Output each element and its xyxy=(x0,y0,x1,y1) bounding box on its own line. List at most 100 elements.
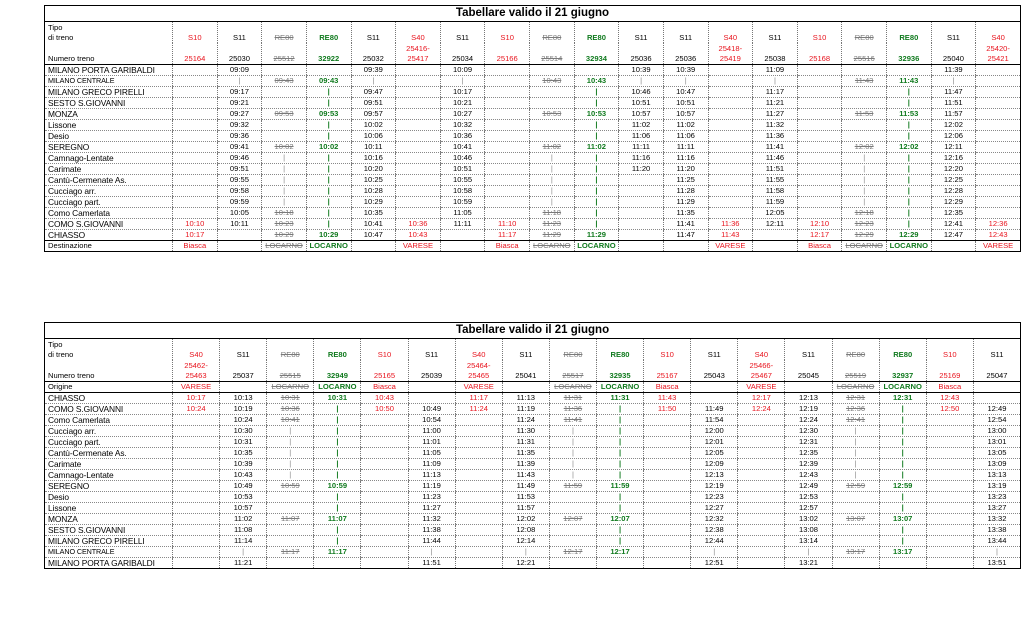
stop-name: CHIASSO xyxy=(44,229,173,241)
stop-time xyxy=(643,425,691,437)
stop-time: 12:17 xyxy=(595,546,644,558)
stop-time: 13:32 xyxy=(972,513,1021,525)
stop-time: | xyxy=(878,458,927,470)
stop-time: 11:27 xyxy=(752,108,798,120)
stop-time: 11:06 xyxy=(662,130,708,142)
stop-time xyxy=(360,469,409,481)
stop-time xyxy=(484,163,530,175)
stop-time xyxy=(360,557,409,569)
train-number-line: 32922 xyxy=(318,54,340,63)
stop-time: 10:57 xyxy=(662,108,708,120)
stop-time: 11:35 xyxy=(501,447,550,459)
origin-cell: LOCARNO xyxy=(831,381,880,393)
stop-time: | xyxy=(529,163,575,175)
train-type: S10 xyxy=(360,338,409,360)
stop-row: Cantù-Cermenate As. 09:55 | | 10:25 10:55 | | 11… xyxy=(44,174,1021,186)
stop-row: MONZA 09:27 09:53 09:53 09:57 10:27 10:53 10:53… xyxy=(44,108,1021,120)
stop-time: 13:17 xyxy=(831,546,880,558)
train-number-line: 25417 xyxy=(407,54,429,63)
stop-time: 13:07 xyxy=(831,513,880,525)
train-number-line: 25512 xyxy=(273,54,295,63)
table-title: Tabellare valido il 21 giugno xyxy=(44,5,1021,22)
train-number-line: 25420- xyxy=(986,44,1010,53)
stop-time xyxy=(395,185,441,197)
stop-time xyxy=(172,97,218,109)
stop-time: 11:43 xyxy=(886,75,932,87)
train-number: 25420- 25421 xyxy=(975,43,1021,65)
stop-time xyxy=(831,502,880,514)
stop-time xyxy=(737,535,785,547)
stop-time xyxy=(831,535,880,547)
stop-name: Cucciago part. xyxy=(44,196,173,208)
stop-time xyxy=(360,502,409,514)
stop-time: 13:19 xyxy=(972,480,1021,492)
stop-time: 09:53 xyxy=(305,108,351,120)
stop-time: | xyxy=(841,174,887,186)
stop-time xyxy=(643,491,691,503)
stop-time xyxy=(313,557,361,569)
train-number-line: 25036 xyxy=(675,54,697,63)
train-type: RE80 xyxy=(305,21,351,43)
stop-time: 12:30 xyxy=(784,425,833,437)
stop-time xyxy=(975,97,1021,109)
train-number: 25466- 25467 xyxy=(737,360,785,382)
stop-time: 12:29 xyxy=(930,196,976,208)
stop-time: 10:36 xyxy=(395,218,441,230)
stop-time xyxy=(643,535,691,547)
stop-time: 10:39 xyxy=(618,64,664,76)
stop-time: | xyxy=(548,447,597,459)
stop-time: | xyxy=(439,75,485,87)
stop-time: 11:02 xyxy=(529,141,575,153)
train-type-row: Tipo di treno S10 S11 RE80 RE80 S11 S40 S11 S10 RE… xyxy=(45,21,1021,43)
stop-row: CHIASSO 10:17 10:29 10:29 10:47 10:43 11:17 11:… xyxy=(44,229,1021,241)
train-type: S10 xyxy=(796,21,842,43)
stop-time: 11:50 xyxy=(643,403,691,415)
stop-time xyxy=(796,174,842,186)
stop-time: | xyxy=(266,436,314,448)
stop-time: | xyxy=(886,119,932,131)
stop-time: 12:14 xyxy=(501,535,550,547)
stop-time xyxy=(643,414,691,426)
stop-time: 10:49 xyxy=(407,403,456,415)
stop-time xyxy=(454,524,503,536)
stop-row: Carimate 10:39 | | 11:09 11:39 | | 12:09 12:39 | | 1… xyxy=(44,458,1021,470)
train-number-line: 25030 xyxy=(228,54,250,63)
stop-time xyxy=(529,97,575,109)
stop-time: 09:32 xyxy=(216,119,262,131)
stop-time: | xyxy=(266,458,314,470)
train-type: S11 xyxy=(972,338,1021,360)
stop-time xyxy=(548,524,597,536)
stop-time: | xyxy=(305,196,351,208)
destination-cell xyxy=(618,240,664,252)
stop-time: 11:17 xyxy=(484,229,530,241)
train-type-label: Tipo di treno xyxy=(45,339,173,361)
stop-time: | xyxy=(618,75,664,87)
stop-time: | xyxy=(573,163,619,175)
stop-time xyxy=(975,108,1021,120)
stop-time: | xyxy=(529,196,575,208)
destination-cell xyxy=(662,240,708,252)
stop-time: 12:13 xyxy=(690,469,738,481)
stop-time xyxy=(484,174,530,186)
train-number: 25036 xyxy=(662,43,708,65)
train-number-row: Numero treno 25164 25030 25512 32922 25032 254… xyxy=(44,43,1021,65)
stop-time: 12:00 xyxy=(690,425,738,437)
stop-name: MONZA xyxy=(44,513,173,525)
stop-time: 11:43 xyxy=(501,469,550,481)
stop-time xyxy=(796,141,842,153)
stop-time: | xyxy=(219,546,267,558)
stop-row: Lissone 10:57 | 11:27 11:57 | 12:27 12:57 | 13:27 xyxy=(44,502,1021,514)
stop-time: 10:19 xyxy=(219,403,267,415)
stop-time: 11:17 xyxy=(752,86,798,98)
stop-time: 10:24 xyxy=(219,414,267,426)
stop-time xyxy=(395,86,441,98)
stop-name: SESTO S.GIOVANNI xyxy=(44,524,173,536)
stop-time: 10:57 xyxy=(219,502,267,514)
stop-time: 10:41 xyxy=(350,218,396,230)
stop-time xyxy=(171,480,220,492)
stop-time: 13:08 xyxy=(784,524,833,536)
stop-time: 12:43 xyxy=(784,469,833,481)
stop-time: | xyxy=(784,546,833,558)
stop-time: 11:28 xyxy=(662,185,708,197)
stop-time xyxy=(886,64,932,76)
